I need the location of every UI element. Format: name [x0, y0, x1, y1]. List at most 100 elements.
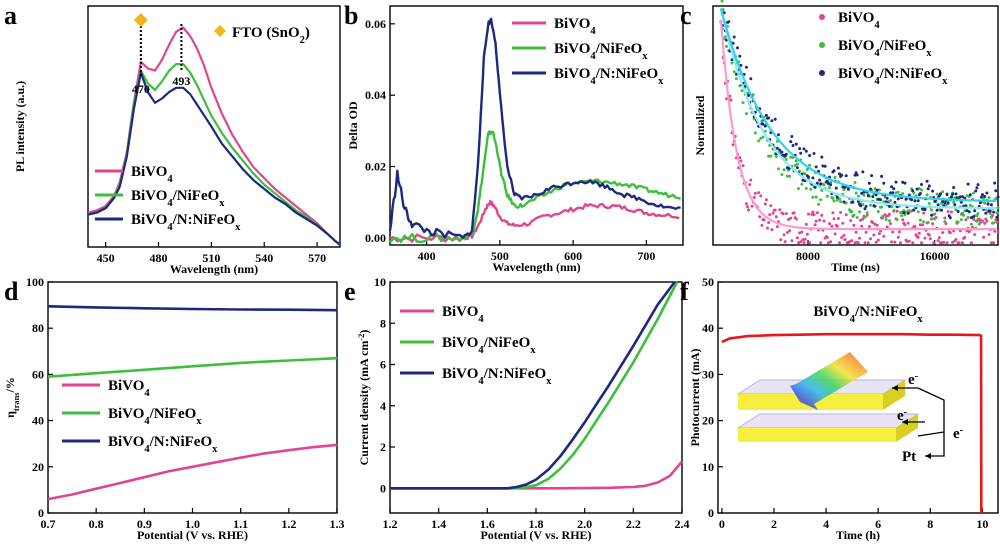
scatter-point-c: [875, 223, 879, 227]
scatter-point-c: [984, 211, 988, 215]
scatter-point-c: [967, 210, 971, 214]
scatter-point-c: [842, 200, 846, 204]
scatter-point-c: [785, 231, 789, 234]
scatter-point-c: [767, 116, 771, 120]
scatter-point-c: [864, 230, 868, 234]
x-tick-label-d: 1.2: [281, 517, 296, 531]
scatter-point-c: [774, 215, 778, 219]
scatter-point-c: [983, 195, 987, 198]
y-tick-label-b: 0.04: [365, 88, 386, 102]
scatter-point-c: [825, 194, 829, 198]
scatter-point-c: [720, 0, 724, 3]
y-tick-label-f: 20: [702, 414, 714, 428]
scatter-point-c: [979, 195, 983, 199]
scatter-point-c: [983, 201, 987, 205]
peak-label: 493: [172, 74, 190, 88]
scatter-point-c: [819, 198, 823, 202]
scatter-point-c: [814, 219, 818, 223]
scatter-point-c: [994, 189, 998, 193]
scatter-point-c: [762, 218, 766, 222]
scatter-point-c: [907, 239, 911, 243]
scatter-point-c: [731, 143, 735, 147]
scatter-point-c: [832, 169, 836, 173]
scatter-point-c: [996, 195, 1000, 199]
scatter-point-c: [889, 191, 892, 195]
scatter-point-c: [744, 112, 748, 116]
scatter-point-c: [789, 140, 793, 144]
scatter-point-c: [936, 203, 940, 207]
x-tick-label-b: 600: [564, 249, 582, 263]
series-line-b: [389, 130, 681, 244]
scatter-point-c: [809, 187, 813, 191]
legend-marker-c: [819, 14, 825, 20]
scatter-point-c: [841, 185, 845, 189]
scatter-point-c: [744, 65, 748, 69]
scatter-point-c: [870, 174, 874, 178]
scatter-point-c: [819, 241, 823, 245]
electron-label: e-: [953, 425, 964, 443]
scatter-point-c: [833, 176, 837, 179]
scatter-point-c: [911, 241, 915, 245]
scatter-point-c: [734, 72, 738, 76]
scatter-point-c: [972, 191, 976, 195]
scatter-point-c: [750, 204, 754, 208]
scatter-point-c: [744, 202, 748, 206]
legend-label-d: BiVO4/NiFeOx: [108, 406, 202, 427]
legend-label-e: BiVO4/NiFeOx: [442, 335, 536, 356]
x-tick-label-d: 0.7: [41, 517, 56, 531]
scatter-point-c: [812, 213, 816, 217]
scatter-point-c: [877, 232, 881, 236]
x-tick-label-e: 1.4: [431, 517, 446, 531]
scatter-point-c: [783, 240, 787, 244]
scatter-point-c: [787, 218, 790, 221]
scatter-point-c: [896, 197, 900, 201]
scatter-point-c: [789, 155, 793, 159]
y-tick-label-b: 0.02: [365, 160, 386, 174]
scatter-point-c: [769, 154, 773, 158]
scatter-point-c: [931, 217, 935, 221]
scatter-point-c: [853, 241, 857, 245]
scatter-point-c: [873, 204, 877, 208]
x-tick-label-d: 0.9: [137, 517, 152, 531]
scatter-point-c: [927, 201, 931, 205]
scatter-point-c: [941, 199, 945, 203]
scatter-point-c: [803, 237, 807, 241]
scatter-point-c: [836, 166, 840, 170]
scatter-point-c: [723, 35, 727, 39]
x-tick-label-c: 16000: [920, 249, 950, 263]
scatter-point-c: [851, 200, 855, 204]
scatter-point-c: [918, 218, 922, 222]
scatter-point-c: [829, 240, 833, 244]
scatter-point-c: [966, 216, 970, 219]
scatter-point-c: [916, 235, 920, 239]
legend-label-c: BiVO4/NiFeOx: [838, 38, 932, 59]
scatter-point-c: [897, 230, 901, 234]
scatter-point-c: [954, 192, 958, 196]
scatter-point-c: [780, 173, 784, 177]
x-tick-label-f: 8: [927, 517, 933, 531]
scatter-point-c: [945, 241, 949, 245]
scatter-point-c: [920, 183, 923, 186]
scatter-point-c: [792, 211, 796, 215]
scatter-point-c: [825, 235, 829, 239]
scatter-point-c: [739, 159, 743, 163]
scatter-point-c: [871, 195, 875, 199]
scatter-point-c: [818, 218, 822, 222]
scatter-point-c: [835, 224, 839, 228]
scatter-point-c: [922, 211, 926, 215]
scatter-point-c: [903, 181, 907, 185]
scatter-point-c: [862, 193, 866, 197]
x-tick-label-d: 0.8: [89, 517, 104, 531]
scatter-point-c: [807, 212, 810, 216]
panel-letter-e: e: [344, 277, 356, 306]
scatter-point-c: [989, 241, 993, 245]
scatter-point-c: [760, 223, 764, 227]
scatter-point-c: [879, 198, 882, 202]
scatter-point-c: [958, 195, 962, 199]
scatter-point-c: [976, 183, 980, 187]
series-line-e: [390, 281, 679, 490]
scatter-point-c: [861, 203, 865, 207]
scatter-point-c: [769, 204, 773, 208]
scatter-point-c: [869, 187, 872, 191]
